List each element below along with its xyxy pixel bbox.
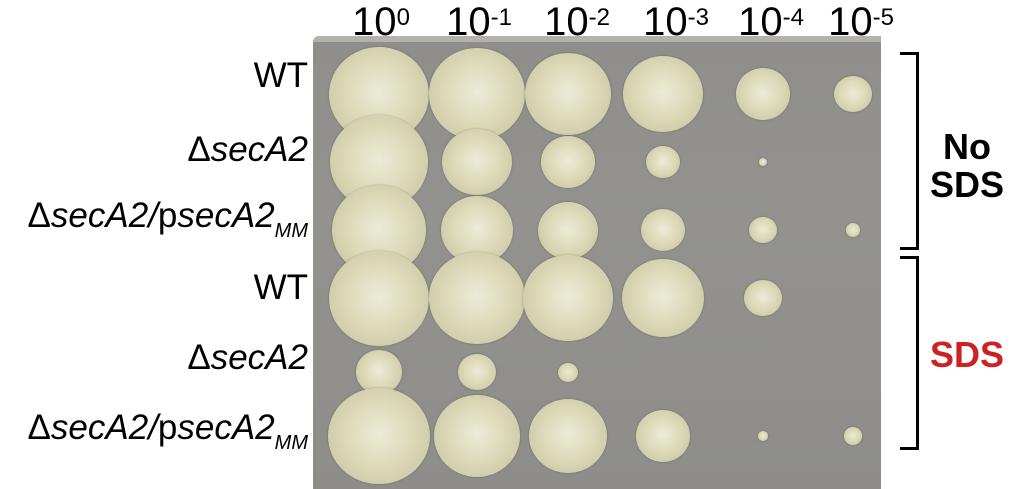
agar-plate-photo <box>313 36 881 489</box>
group-label-no-sds-line2: SDS <box>929 164 1005 205</box>
plate-rim <box>313 36 881 42</box>
colony-spot <box>442 128 512 196</box>
bracket-sds <box>900 256 919 450</box>
colony-spot <box>834 75 872 113</box>
bracket-no-sds <box>900 52 919 250</box>
colony-spot <box>558 362 578 382</box>
colony-spot <box>623 56 703 132</box>
dilution-label-1: 10-1 <box>446 0 512 44</box>
row-label-wt-2: WT <box>253 268 308 307</box>
colony-spot <box>744 279 782 317</box>
colony-spot <box>758 431 768 441</box>
colony-spot <box>646 145 680 179</box>
colony-spot <box>434 395 520 477</box>
group-label-no-sds-line1: No <box>943 126 991 167</box>
group-label-no-sds: No SDS <box>912 128 1022 204</box>
colony-spot <box>759 158 767 166</box>
colony-spot <box>523 255 613 341</box>
row-label-complement-2: ΔsecA2/psecA2MM <box>27 408 308 454</box>
colony-spot <box>356 350 402 394</box>
colony-spot <box>429 252 525 344</box>
colony-spot <box>328 387 430 485</box>
colony-spot <box>529 398 607 474</box>
row-label-wt-1: WT <box>253 56 308 95</box>
row-label-secA2-1: ΔsecA2 <box>187 130 308 169</box>
dilution-label-0: 100 <box>352 0 410 44</box>
colony-spot <box>844 427 862 445</box>
colony-spot <box>538 201 598 259</box>
colony-spot <box>636 410 690 462</box>
colony-spot <box>622 259 704 337</box>
colony-spot <box>749 216 777 244</box>
dilution-label-3: 10-3 <box>643 0 709 44</box>
dilution-label-2: 10-2 <box>544 0 610 44</box>
colony-spot <box>525 53 611 135</box>
colony-spot <box>429 48 525 140</box>
dilution-label-4: 10-4 <box>738 0 804 44</box>
group-label-sds: SDS <box>912 336 1022 374</box>
colony-spot <box>641 209 685 251</box>
colony-spot <box>541 136 595 188</box>
row-label-secA2-2: ΔsecA2 <box>187 338 308 377</box>
colony-spot <box>329 250 429 346</box>
group-label-sds-line1: SDS <box>929 334 1005 375</box>
dilution-label-5: 10-5 <box>828 0 894 44</box>
colony-spot <box>458 353 496 391</box>
colony-spot <box>846 223 860 237</box>
row-label-complement-1: ΔsecA2/psecA2MM <box>27 196 308 242</box>
colony-spot <box>736 68 790 120</box>
